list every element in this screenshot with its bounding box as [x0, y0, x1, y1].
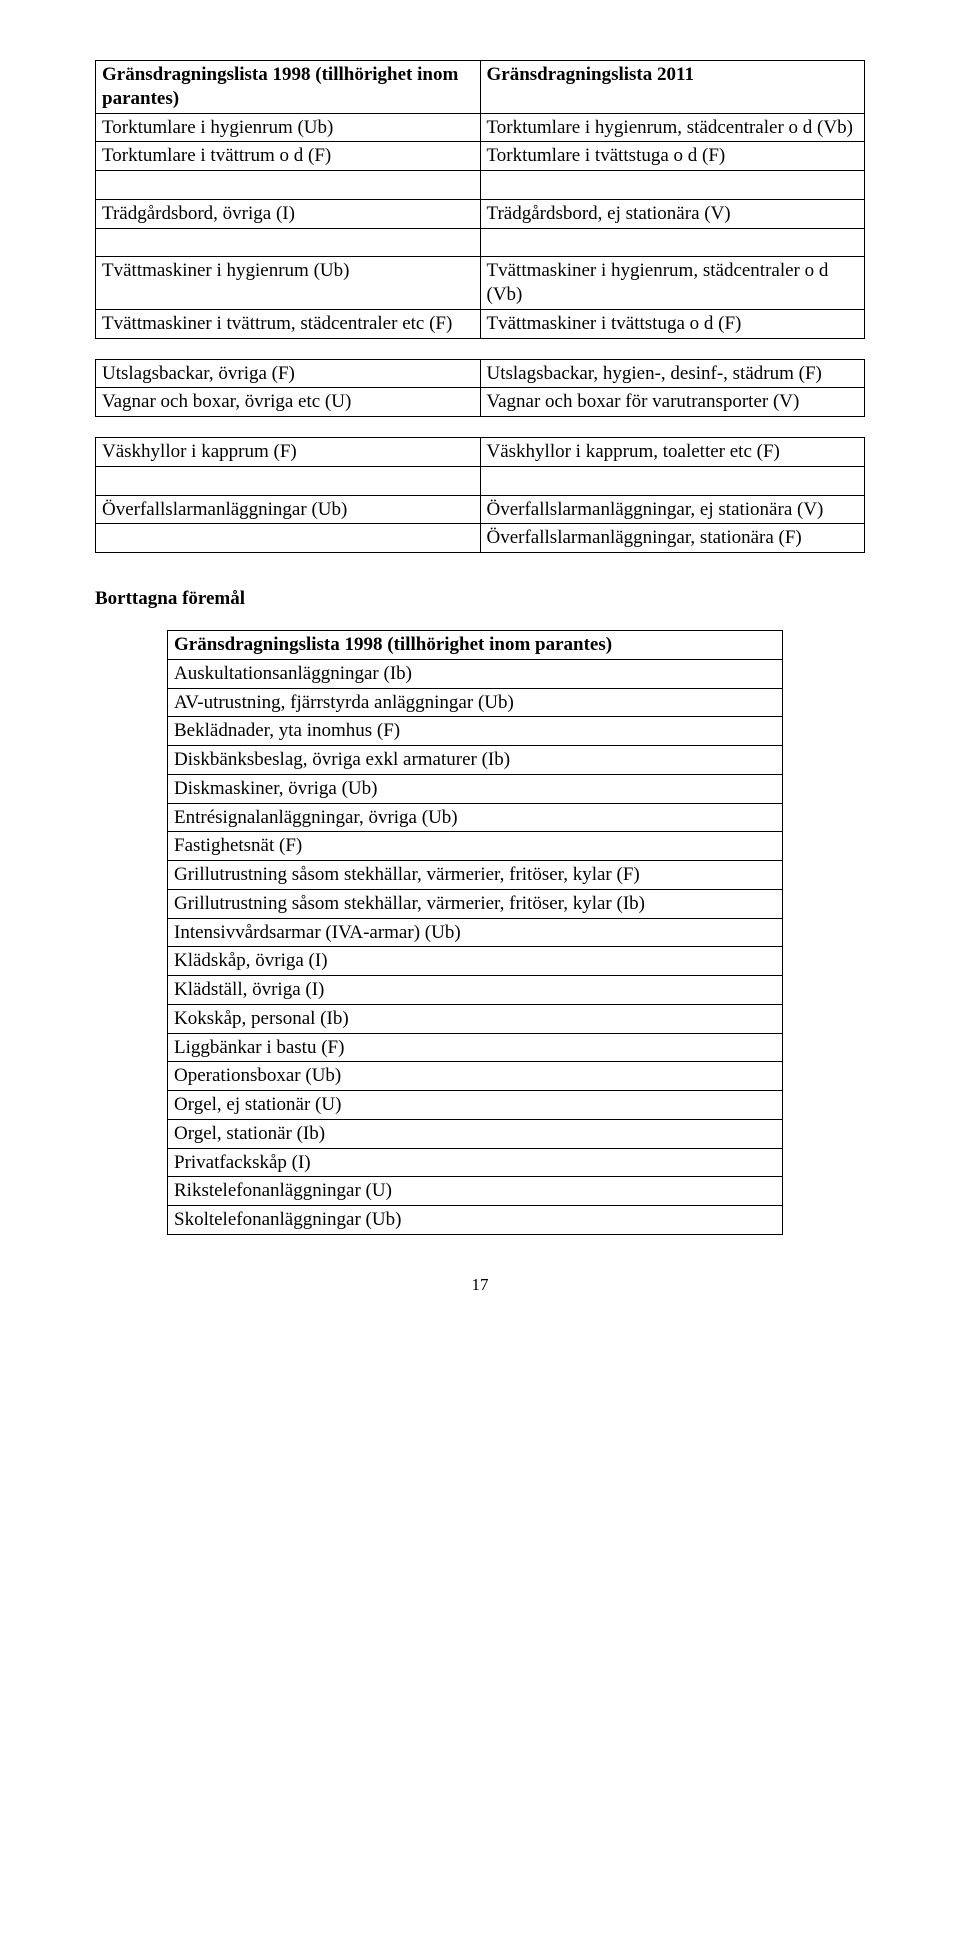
table-cell: Privatfackskåp (I) [168, 1148, 783, 1177]
table-cell: Torktumlare i hygienrum, städcentraler o… [480, 113, 865, 142]
removed-heading: Borttagna föremål [95, 588, 865, 610]
table-cell: Torktumlare i tvättstuga o d (F) [480, 142, 865, 171]
table-cell: Trädgårdsbord, övriga (I) [96, 199, 481, 228]
table-cell: Diskbänksbeslag, övriga exkl armaturer (… [168, 746, 783, 775]
table-2: Utslagsbackar, övriga (F)Utslagsbackar, … [95, 359, 865, 418]
table-cell [480, 228, 865, 257]
page-number: 17 [95, 1275, 865, 1295]
table-cell: Utslagsbackar, hygien-, desinf-, städrum… [480, 359, 865, 388]
table-cell: Intensivvårdsarmar (IVA-armar) (Ub) [168, 918, 783, 947]
table-cell: Grillutrustning såsom stekhällar, värmer… [168, 861, 783, 890]
table-cell: Överfallslarmanläggningar (Ub) [96, 495, 481, 524]
table-cell: Rikstelefonanläggningar (U) [168, 1177, 783, 1206]
table-cell: Väskhyllor i kapprum (F) [96, 438, 481, 467]
table-cell: Orgel, ej stationär (U) [168, 1091, 783, 1120]
table-cell: Väskhyllor i kapprum, toaletter etc (F) [480, 438, 865, 467]
table-cell: Grillutrustning såsom stekhällar, värmer… [168, 889, 783, 918]
table-1-header-left: Gränsdragningslista 1998 (tillhörighet i… [96, 61, 481, 114]
table-3: Väskhyllor i kapprum (F)Väskhyllor i kap… [95, 437, 865, 553]
table-cell [480, 466, 865, 495]
table-cell: Auskultationsanläggningar (Ib) [168, 659, 783, 688]
table-cell: Klädställ, övriga (I) [168, 976, 783, 1005]
table-cell [480, 171, 865, 200]
table-1-header-right: Gränsdragningslista 2011 [480, 61, 865, 114]
table-cell: Liggbänkar i bastu (F) [168, 1033, 783, 1062]
table-cell: Vagnar och boxar för varutransporter (V) [480, 388, 865, 417]
table-cell: Entrésignalanläggningar, övriga (Ub) [168, 803, 783, 832]
table-cell: Beklädnader, yta inomhus (F) [168, 717, 783, 746]
table-cell: Överfallslarmanläggningar, stationära (F… [480, 524, 865, 553]
table-cell [96, 524, 481, 553]
table-cell: Orgel, stationär (Ib) [168, 1119, 783, 1148]
table-cell: Tvättmaskiner i hygienrum (Ub) [96, 257, 481, 310]
table-cell: Fastighetsnät (F) [168, 832, 783, 861]
table-1: Gränsdragningslista 1998 (tillhörighet i… [95, 60, 865, 339]
table-cell: Torktumlare i tvättrum o d (F) [96, 142, 481, 171]
table-4: Gränsdragningslista 1998 (tillhörighet i… [167, 630, 783, 1235]
table-cell: Skoltelefonanläggningar (Ub) [168, 1206, 783, 1235]
table-cell: Kokskåp, personal (Ib) [168, 1004, 783, 1033]
table-cell: Tvättmaskiner i hygienrum, städcentraler… [480, 257, 865, 310]
table-cell: Operationsboxar (Ub) [168, 1062, 783, 1091]
table-cell: Klädskåp, övriga (I) [168, 947, 783, 976]
table-cell [96, 171, 481, 200]
table-cell: Vagnar och boxar, övriga etc (U) [96, 388, 481, 417]
table-cell: Torktumlare i hygienrum (Ub) [96, 113, 481, 142]
table-cell [96, 228, 481, 257]
table-cell: Överfallslarmanläggningar, ej stationära… [480, 495, 865, 524]
table-cell: AV-utrustning, fjärrstyrda anläggningar … [168, 688, 783, 717]
table-cell: Tvättmaskiner i tvättrum, städcentraler … [96, 309, 481, 338]
table-cell: Diskmaskiner, övriga (Ub) [168, 774, 783, 803]
table-cell: Tvättmaskiner i tvättstuga o d (F) [480, 309, 865, 338]
table-cell: Trädgårdsbord, ej stationära (V) [480, 199, 865, 228]
table-cell [96, 466, 481, 495]
table-4-header: Gränsdragningslista 1998 (tillhörighet i… [168, 631, 783, 660]
table-cell: Utslagsbackar, övriga (F) [96, 359, 481, 388]
